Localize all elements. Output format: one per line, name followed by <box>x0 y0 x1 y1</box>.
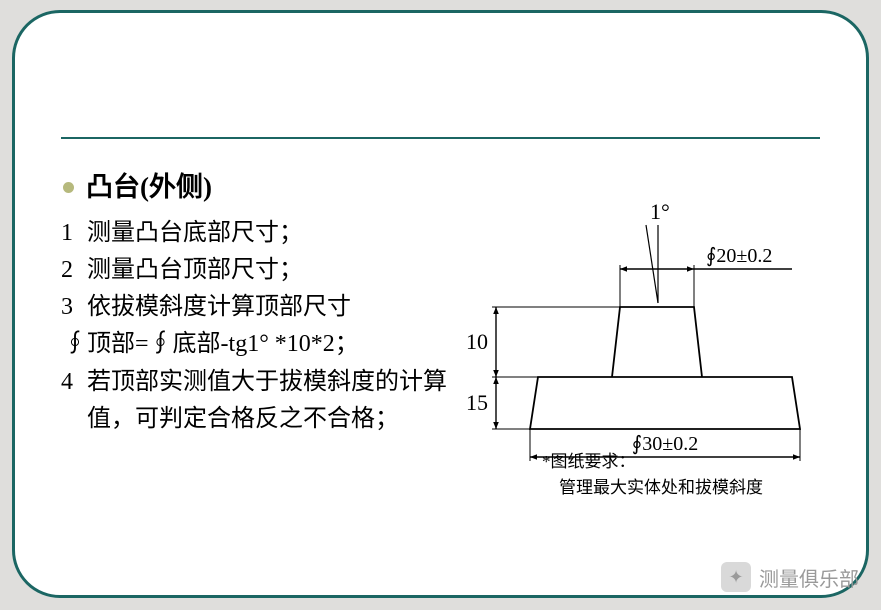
svg-text:∮20±0.2: ∮20±0.2 <box>706 245 772 267</box>
watermark-text: 测量俱乐部 <box>759 563 859 592</box>
content-row: 凸台(外侧) 1 测量凸台底部尺寸； 2 测量凸台顶部尺寸； 3 依拔模斜度计算… <box>61 167 820 507</box>
divider <box>61 137 820 139</box>
step-number: 3 <box>61 289 87 326</box>
step-text: 若顶部实测值大于拔模斜度的计算值，可判定合格反之不合格； <box>87 364 450 438</box>
svg-text:10: 10 <box>466 329 488 354</box>
step-3: 3 依拔模斜度计算顶部尺寸 <box>61 289 450 326</box>
step-text: 测量凸台底部尺寸； <box>87 215 450 252</box>
step-number: 4 <box>61 364 87 438</box>
step-text: 测量凸台顶部尺寸； <box>87 252 450 289</box>
figure-column: ∮20±0.2∮30±0.210151° *图纸要求： 管理最大实体处和拔模斜度 <box>460 167 820 507</box>
slide-frame: 凸台(外侧) 1 测量凸台底部尺寸； 2 测量凸台顶部尺寸； 3 依拔模斜度计算… <box>12 10 869 598</box>
svg-text:15: 15 <box>466 390 488 415</box>
bullet-icon <box>63 182 74 193</box>
step-2: 2 测量凸台顶部尺寸； <box>61 252 450 289</box>
watermark: ✦ 测量俱乐部 <box>721 562 859 592</box>
wechat-icon: ✦ <box>721 562 751 592</box>
title-line: 凸台(外侧) <box>61 167 450 209</box>
step-1: 1 测量凸台底部尺寸； <box>61 215 450 252</box>
step-4: 4 若顶部实测值大于拔模斜度的计算值，可判定合格反之不合格； <box>61 364 450 438</box>
formula-line: ∮顶部=∮底部-tg1° *10*2； <box>61 326 450 363</box>
engineering-diagram: ∮20±0.2∮30±0.210151° <box>460 167 820 467</box>
step-text: 依拔模斜度计算顶部尺寸 <box>87 289 450 326</box>
svg-text:1°: 1° <box>650 199 670 224</box>
section-title: 凸台(外侧) <box>86 167 212 209</box>
note-body: 管理最大实体处和拔模斜度 <box>559 478 763 497</box>
text-column: 凸台(外侧) 1 测量凸台底部尺寸； 2 测量凸台顶部尺寸； 3 依拔模斜度计算… <box>61 167 450 507</box>
drawing-note: *图纸要求： 管理最大实体处和拔模斜度 <box>542 449 763 500</box>
note-title: *图纸要求： <box>542 452 636 471</box>
step-number: 1 <box>61 215 87 252</box>
step-number: 2 <box>61 252 87 289</box>
